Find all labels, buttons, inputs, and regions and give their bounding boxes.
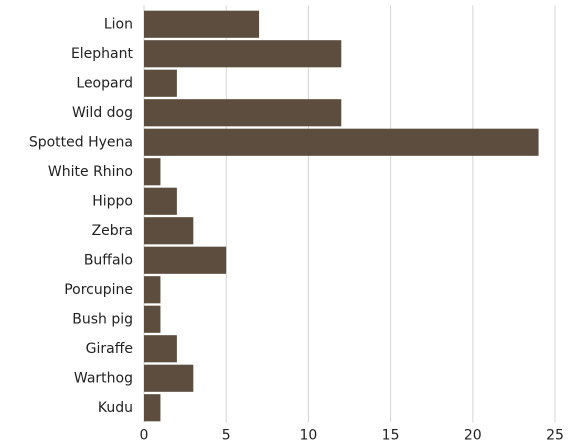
bar — [144, 40, 342, 68]
bar — [144, 305, 161, 333]
bar — [144, 10, 260, 38]
bar — [144, 217, 194, 245]
bar — [144, 335, 177, 363]
y-tick-label: Elephant — [71, 46, 134, 62]
y-tick-label: Bush pig — [72, 311, 133, 327]
y-tick-label: Warthog — [74, 370, 133, 386]
y-tick-label: Buffalo — [84, 252, 133, 268]
bar — [144, 128, 539, 156]
y-tick-label: Porcupine — [64, 282, 133, 298]
y-tick-label: Wild dog — [72, 105, 133, 121]
bar — [144, 364, 194, 392]
bar — [144, 69, 177, 97]
bar — [144, 276, 161, 304]
y-tick-label: Lion — [104, 16, 133, 32]
y-tick-label: Giraffe — [86, 341, 133, 357]
y-tick-label: White Rhino — [48, 164, 133, 180]
x-tick-label: 0 — [140, 428, 149, 444]
x-tick-label: 25 — [546, 428, 564, 444]
x-tick-label: 20 — [464, 428, 482, 444]
x-tick-label: 5 — [222, 428, 231, 444]
bar — [144, 394, 161, 422]
bar — [144, 246, 227, 274]
bar — [144, 187, 177, 215]
y-tick-label: Kudu — [98, 400, 133, 416]
y-tick-label: Leopard — [76, 75, 133, 91]
x-tick-label: 15 — [382, 428, 400, 444]
y-tick-label: Spotted Hyena — [29, 134, 133, 150]
x-tick-label: 10 — [299, 428, 317, 444]
y-tick-label: Hippo — [92, 193, 133, 209]
y-tick-label: Zebra — [92, 223, 133, 239]
bar — [144, 158, 161, 186]
bar — [144, 99, 342, 127]
